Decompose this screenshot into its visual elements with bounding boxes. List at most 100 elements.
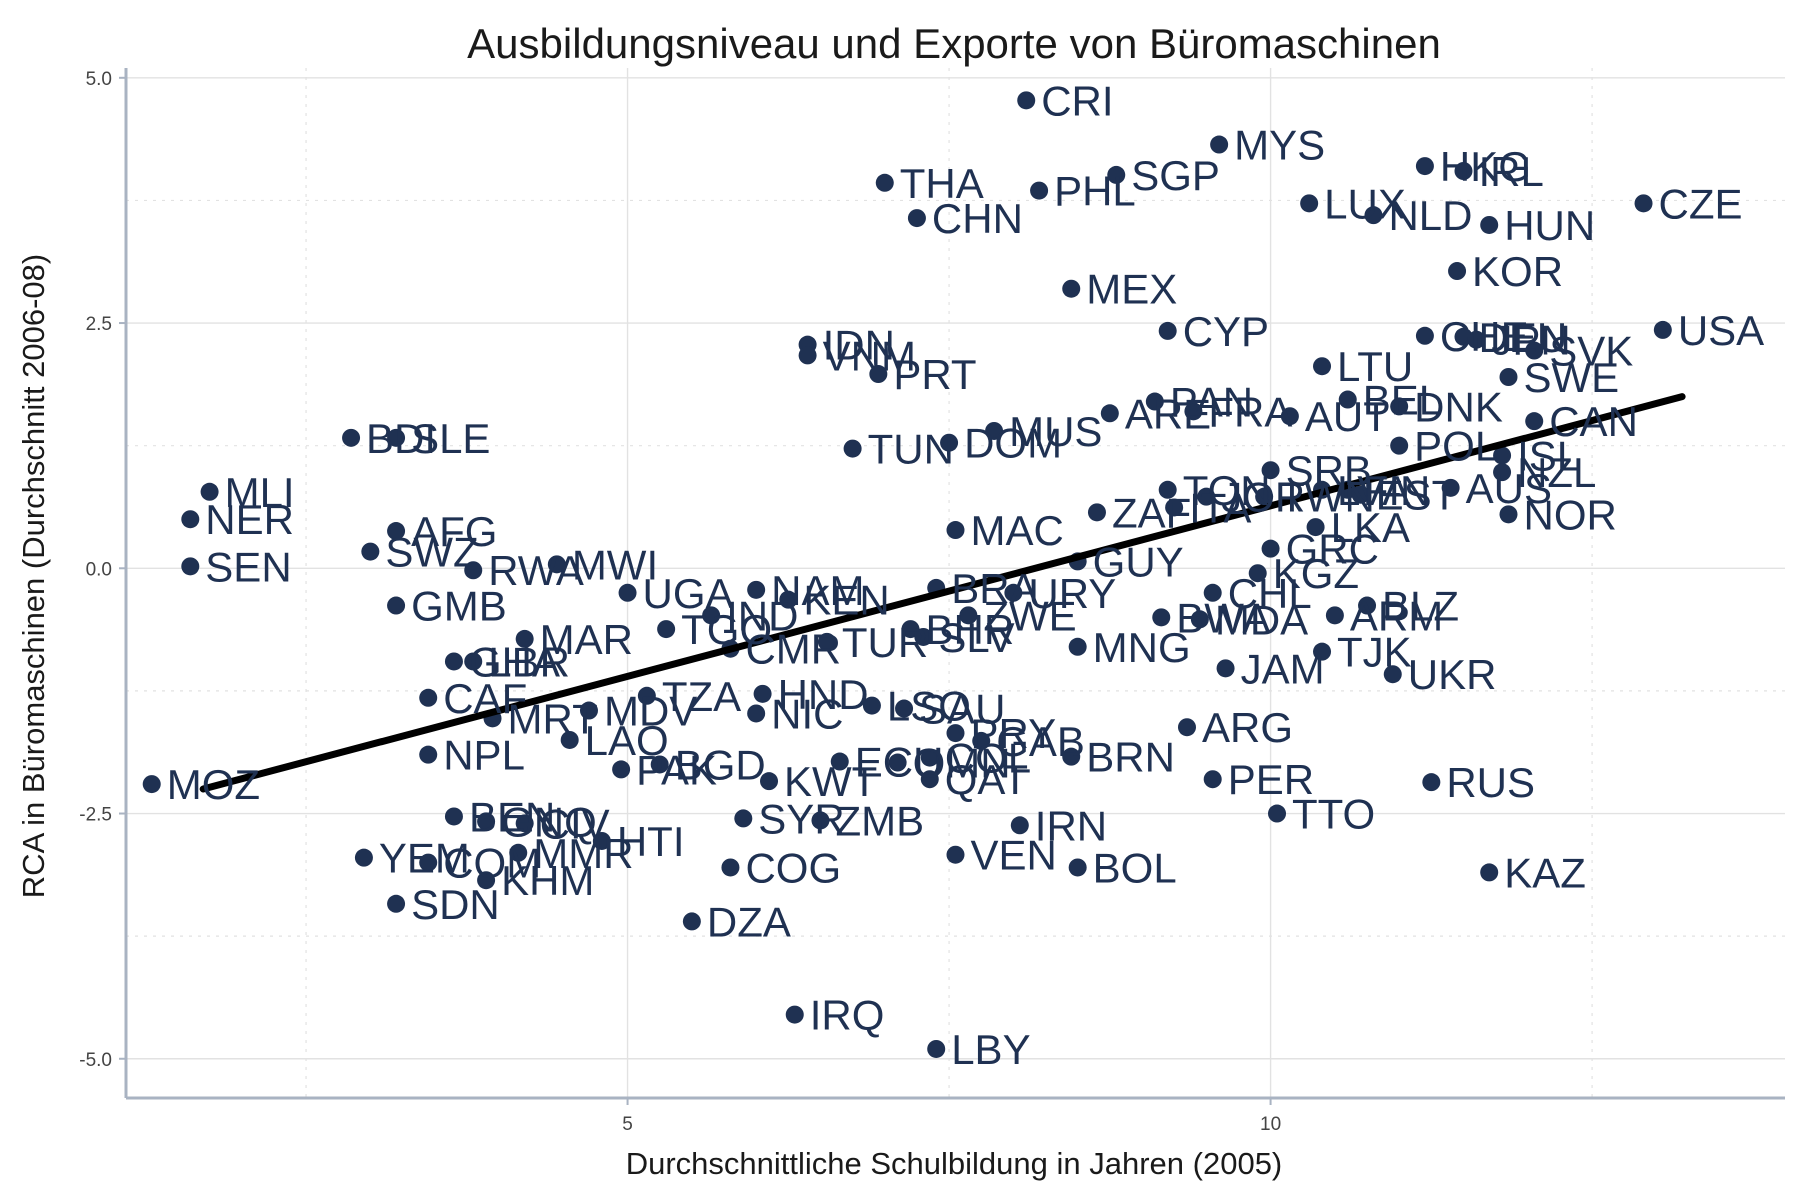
data-point-ind: [702, 606, 721, 625]
data-point-qat: [920, 770, 939, 789]
point-label-sen: SEN: [205, 543, 291, 590]
major-gridlines: [126, 68, 1785, 1098]
point-label-lao: LAO: [585, 717, 669, 764]
point-label-phl: PHL: [1054, 168, 1136, 215]
point-label-cyp: CYP: [1183, 308, 1269, 355]
data-point-cri: [1017, 91, 1036, 110]
point-label-kor: KOR: [1472, 248, 1563, 295]
point-label-mus: MUS: [1009, 408, 1102, 455]
data-point-swz: [361, 542, 380, 561]
data-point-mdv: [579, 701, 598, 720]
point-label-omn: OMN: [913, 740, 1011, 787]
data-point-rus: [1422, 773, 1441, 792]
data-point-slv: [914, 627, 933, 646]
data-point-mda: [1190, 610, 1209, 629]
y-tick-label: -2.5: [79, 805, 112, 826]
data-point-mac: [946, 521, 965, 540]
data-point-chn: [907, 209, 926, 228]
point-label-cog: COG: [745, 844, 841, 891]
point-label-zmb: ZMB: [835, 797, 924, 844]
data-point-nld: [1364, 206, 1383, 225]
point-label-syr: SYR: [758, 795, 844, 842]
data-point-caf: [419, 688, 438, 707]
point-label-ind: IND: [726, 592, 798, 639]
data-point-srb: [1261, 461, 1280, 480]
trend-line-group: [199, 393, 1686, 793]
point-label-can: CAN: [1549, 398, 1638, 445]
data-point-gnq: [477, 812, 496, 831]
data-point-sen: [181, 557, 200, 576]
y-tick-label: 0.0: [86, 559, 112, 580]
point-label-ken: KEN: [803, 577, 889, 624]
data-point-bwa: [1152, 608, 1171, 627]
data-point-blz: [1358, 596, 1377, 615]
data-point-ltu: [1313, 357, 1332, 376]
point-label-hkg: HKG: [1440, 143, 1531, 190]
data-point-zwe: [959, 606, 978, 625]
point-label-mda: MDA: [1215, 596, 1308, 643]
trend-line: [199, 393, 1686, 793]
data-point-khm: [477, 871, 496, 890]
point-label-hun: HUN: [1504, 202, 1595, 249]
data-point-lby: [927, 1039, 946, 1058]
data-point-kwt: [760, 772, 779, 791]
data-point-tun: [843, 439, 862, 458]
point-label-civ: CIV: [540, 800, 610, 847]
data-point-bel: [1338, 390, 1357, 409]
data-point-dom: [940, 433, 959, 452]
data-point-hkg: [1415, 157, 1434, 176]
point-label-deu: DEU: [1478, 314, 1567, 361]
point-label-tgo: TGO: [681, 606, 772, 653]
point-label-aut: AUT: [1305, 393, 1389, 440]
data-point-civ: [515, 814, 534, 833]
data-point-tza: [637, 686, 656, 705]
point-label-jam: JAM: [1241, 645, 1325, 692]
point-label-jor: JOR: [1221, 474, 1305, 521]
data-point-mys: [1210, 135, 1229, 154]
point-label-grc: GRC: [1286, 526, 1379, 573]
point-label-are: ARE: [1125, 390, 1211, 437]
point-label-lby: LBY: [951, 1026, 1030, 1073]
data-point-com: [419, 853, 438, 872]
data-point-lso: [862, 696, 881, 715]
point-label-mac: MAC: [971, 507, 1064, 554]
point-label-mrt: MRT: [508, 695, 598, 742]
data-point-omn: [888, 753, 907, 772]
point-label-tha: THA: [900, 160, 984, 207]
point-label-mdv: MDV: [604, 688, 697, 735]
point-label-ner: NER: [205, 496, 294, 543]
data-point-est: [1351, 485, 1370, 504]
point-label-khm: KHM: [501, 857, 594, 904]
point-label-swz: SWZ: [385, 529, 478, 576]
data-point-aus: [1441, 478, 1460, 497]
data-point-tha: [875, 173, 894, 192]
data-point-cze: [1634, 194, 1653, 213]
point-label-rus: RUS: [1446, 759, 1535, 806]
point-label-ven: VEN: [971, 832, 1057, 879]
point-label-yem: YEM: [379, 835, 470, 882]
point-label-fin: FIN: [1363, 467, 1431, 514]
point-label-bra: BRA: [951, 565, 1037, 612]
data-point-bgd: [650, 755, 669, 774]
point-label-mys: MYS: [1234, 122, 1325, 169]
data-point-bdi: [342, 428, 361, 447]
data-point-ken: [779, 590, 798, 609]
point-label-sle: SLE: [411, 415, 490, 462]
point-label-irn: IRN: [1035, 802, 1107, 849]
data-point-brn: [1062, 747, 1081, 766]
point-label-irq: IRQ: [810, 992, 885, 1039]
data-point-gmb: [387, 596, 406, 615]
point-label-kaz: KAZ: [1504, 849, 1586, 896]
point-label-mli: MLI: [225, 469, 295, 516]
data-point-irl: [1454, 162, 1473, 180]
data-point-mex: [1062, 279, 1081, 298]
point-label-moz: MOZ: [167, 761, 260, 808]
data-point-moz: [142, 775, 161, 794]
point-label-bol: BOL: [1093, 844, 1177, 891]
data-point-afg: [387, 522, 406, 541]
data-point-ecu: [830, 752, 849, 771]
point-label-cze: CZE: [1659, 180, 1743, 227]
point-label-afg: AFG: [411, 508, 497, 555]
data-point-nor: [1499, 505, 1518, 524]
data-point-jor: [1197, 487, 1216, 506]
